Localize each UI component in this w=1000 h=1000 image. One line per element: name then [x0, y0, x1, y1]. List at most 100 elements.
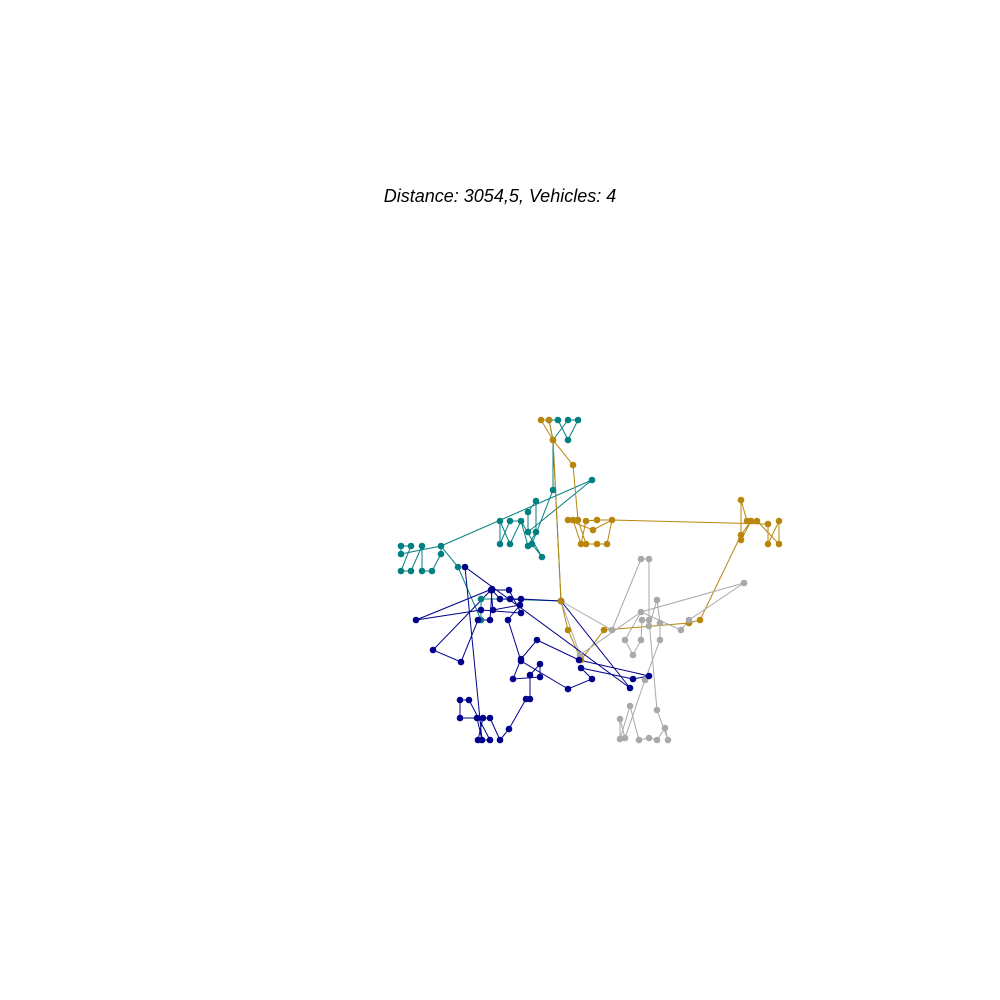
route-4-point — [506, 595, 514, 603]
route-1-point — [524, 508, 532, 516]
route-4-point — [504, 616, 512, 624]
route-1-point — [506, 517, 514, 525]
route-1-point — [532, 528, 540, 536]
route-4-point — [588, 675, 596, 683]
route-4-point — [479, 714, 487, 722]
route-4-point — [487, 586, 495, 594]
route-2-point — [764, 540, 772, 548]
route-3-point — [576, 651, 584, 659]
routes-layer — [400, 419, 780, 741]
route-3-point — [656, 636, 664, 644]
route-2-point — [577, 540, 585, 548]
route-3-point — [629, 651, 637, 659]
route-4-point — [505, 586, 513, 594]
points-layer — [397, 416, 783, 744]
route-4-point — [509, 675, 517, 683]
route-3-point — [740, 579, 748, 587]
route-1-point — [454, 563, 462, 571]
route-3-point — [653, 706, 661, 714]
route-4-point — [465, 696, 473, 704]
route-3-point — [635, 736, 643, 744]
route-2-point — [582, 517, 590, 525]
route-1-point — [418, 567, 426, 575]
route-4-point — [477, 606, 485, 614]
route-1-point — [532, 497, 540, 505]
route-3-point — [685, 616, 693, 624]
route-4-point — [575, 656, 583, 664]
route-2-point — [600, 626, 608, 634]
route-4-point — [489, 606, 497, 614]
route-4-point — [645, 672, 653, 680]
route-1-point — [564, 416, 572, 424]
route-2-point — [564, 516, 572, 524]
route-2-point — [775, 517, 783, 525]
route-4-point — [456, 714, 464, 722]
route-1-point — [397, 567, 405, 575]
route-2-point — [569, 516, 577, 524]
route-3-point — [621, 636, 629, 644]
route-2-point — [608, 516, 616, 524]
route-2-point — [603, 540, 611, 548]
route-3-point — [661, 724, 669, 732]
route-1-point — [428, 567, 436, 575]
route-line-2 — [540, 419, 780, 661]
route-1-point — [528, 540, 536, 548]
route-4-point — [533, 636, 541, 644]
route-line-4 — [415, 565, 650, 741]
route-3-point — [653, 596, 661, 604]
route-4-point — [522, 695, 530, 703]
route-3-point — [616, 715, 624, 723]
route-1-point — [407, 542, 415, 550]
route-4-point — [486, 616, 494, 624]
route-1-point — [549, 486, 557, 494]
route-2-point — [753, 517, 761, 525]
route-4-point — [629, 675, 637, 683]
route-2-point — [569, 461, 577, 469]
route-4-point — [457, 658, 465, 666]
route-1-point — [574, 416, 582, 424]
route-2-point — [737, 536, 745, 544]
route-4-point — [626, 684, 634, 692]
route-3-point — [641, 676, 649, 684]
route-4-point — [456, 696, 464, 704]
route-3-point — [653, 736, 661, 744]
route-2-point — [545, 416, 553, 424]
route-2-point — [696, 616, 704, 624]
route-4-point — [412, 616, 420, 624]
route-2-point — [564, 626, 572, 634]
route-4-point — [486, 714, 494, 722]
route-2-point — [537, 416, 545, 424]
route-2-point — [589, 526, 597, 534]
route-4-point — [429, 646, 437, 654]
route-1-point — [418, 542, 426, 550]
route-3-point — [637, 555, 645, 563]
route-3-point — [637, 636, 645, 644]
route-1-point — [506, 540, 514, 548]
route-2-point — [747, 517, 755, 525]
route-2-point — [737, 531, 745, 539]
route-2-point — [593, 516, 601, 524]
route-3-point — [664, 736, 672, 744]
route-4-point — [577, 664, 585, 672]
route-1-point — [588, 476, 596, 484]
route-1-point — [554, 416, 562, 424]
route-4-point — [461, 563, 469, 571]
route-3-point — [645, 555, 653, 563]
route-1-point — [496, 517, 504, 525]
route-1-point — [437, 542, 445, 550]
route-1-point — [407, 567, 415, 575]
route-3-point — [645, 622, 653, 630]
route-3-point — [638, 616, 646, 624]
route-1-point — [564, 436, 572, 444]
route-3-point — [621, 734, 629, 742]
route-4-point — [486, 736, 494, 744]
route-4-point — [517, 609, 525, 617]
route-2-point — [549, 436, 557, 444]
route-4-point — [496, 595, 504, 603]
route-3-point — [608, 626, 616, 634]
route-1-point — [397, 550, 405, 558]
route-3-point — [656, 619, 664, 627]
route-2-point — [582, 540, 590, 548]
route-4-point — [517, 655, 525, 663]
